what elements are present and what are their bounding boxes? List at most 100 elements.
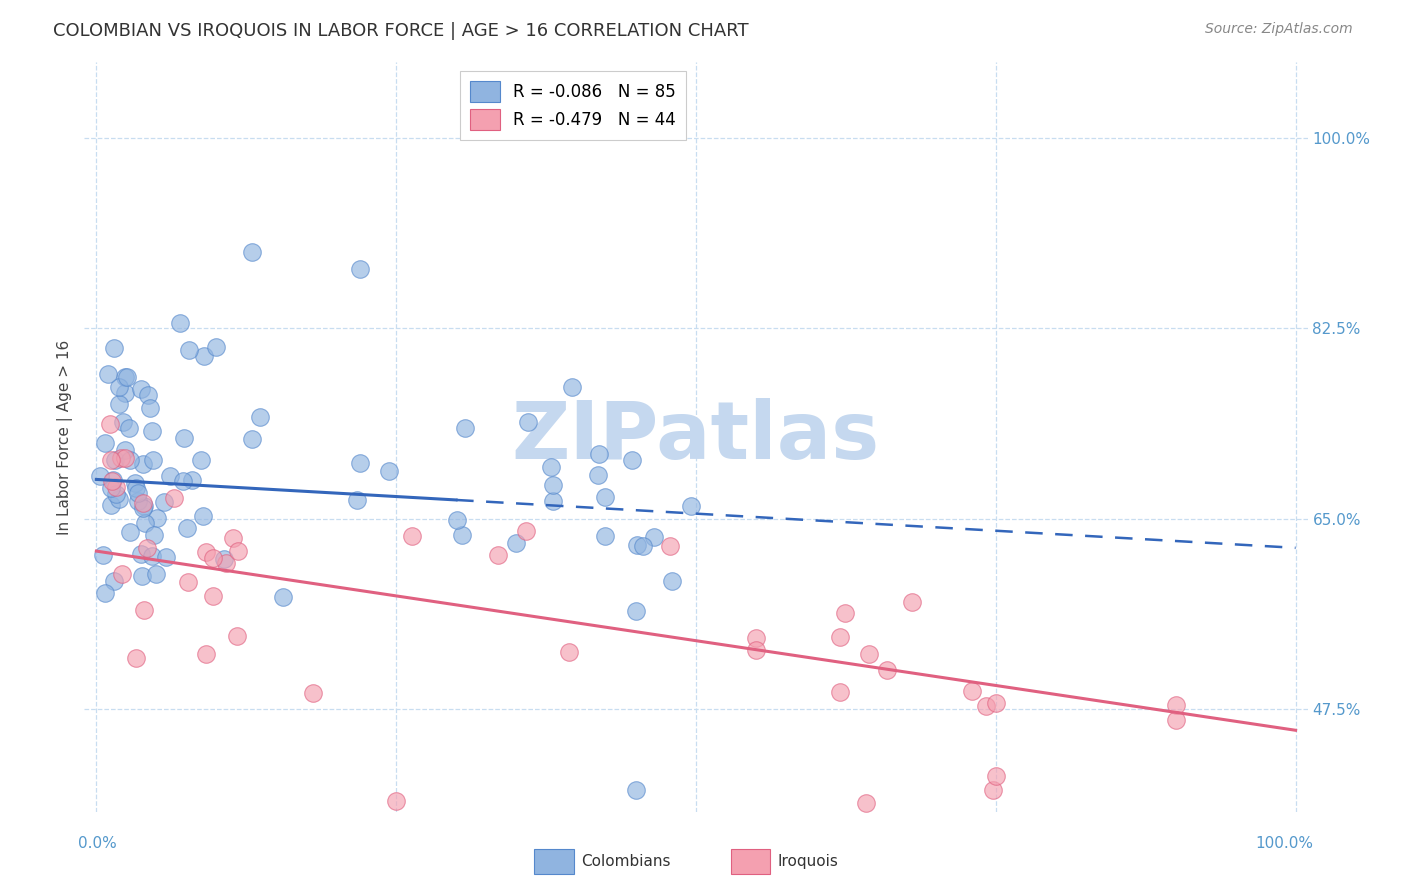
Colombians (588, 447, 610, 461)
Iroquois (98, 417, 121, 432)
Colombians (124, 475, 146, 490)
Iroquois (135, 541, 157, 556)
Colombians (205, 340, 228, 354)
Colombians (214, 552, 236, 566)
Iroquois (385, 794, 408, 808)
Colombians (540, 459, 562, 474)
Iroquois (195, 545, 218, 559)
Colombians (172, 474, 194, 488)
Colombians (190, 453, 212, 467)
Iroquois (202, 589, 225, 603)
Colombians (181, 474, 204, 488)
Iroquois (960, 683, 983, 698)
Iroquois (401, 529, 423, 543)
Text: ZIPatlas: ZIPatlas (512, 398, 880, 476)
Colombians (349, 261, 371, 276)
Colombians (100, 481, 122, 495)
Iroquois (125, 650, 148, 665)
Iroquois (110, 450, 132, 465)
Colombians (541, 478, 564, 492)
Text: 0.0%: 0.0% (79, 836, 117, 851)
Colombians (114, 370, 136, 384)
Iroquois (226, 544, 249, 558)
Iroquois (984, 696, 1007, 710)
Colombians (624, 604, 647, 618)
Colombians (101, 473, 124, 487)
Iroquois (974, 698, 997, 713)
Colombians (346, 493, 368, 508)
Iroquois (201, 550, 224, 565)
Colombians (100, 499, 122, 513)
Colombians (593, 490, 616, 504)
Colombians (114, 442, 136, 457)
Colombians (132, 499, 155, 513)
Colombians (131, 457, 153, 471)
Colombians (141, 424, 163, 438)
Colombians (112, 415, 135, 429)
Iroquois (1164, 698, 1187, 713)
Colombians (108, 491, 131, 506)
Iroquois (828, 685, 851, 699)
Iroquois (834, 606, 856, 620)
Iroquois (745, 643, 768, 657)
Text: Source: ZipAtlas.com: Source: ZipAtlas.com (1205, 22, 1353, 37)
Colombians (127, 486, 149, 500)
Colombians (118, 453, 141, 467)
Colombians (561, 380, 583, 394)
Colombians (94, 436, 117, 450)
Colombians (593, 529, 616, 543)
Colombians (132, 501, 155, 516)
Iroquois (105, 480, 128, 494)
Colombians (681, 500, 703, 514)
Colombians (249, 410, 271, 425)
Colombians (97, 368, 120, 382)
Iroquois (855, 796, 877, 810)
Colombians (103, 341, 125, 355)
Colombians (153, 495, 176, 509)
Colombians (661, 574, 683, 589)
Colombians (136, 388, 159, 402)
Colombians (240, 432, 263, 446)
Colombians (377, 464, 399, 478)
Colombians (626, 538, 648, 552)
Colombians (134, 516, 156, 531)
Colombians (146, 511, 169, 525)
Colombians (177, 343, 200, 357)
Colombians (118, 421, 141, 435)
Text: COLOMBIAN VS IROQUOIS IN LABOR FORCE | AGE > 16 CORRELATION CHART: COLOMBIAN VS IROQUOIS IN LABOR FORCE | A… (53, 22, 749, 40)
Iroquois (131, 496, 153, 510)
Colombians (131, 382, 153, 396)
Colombians (517, 415, 540, 429)
Iroquois (1164, 713, 1187, 727)
Colombians (193, 349, 215, 363)
Iroquois (163, 491, 186, 505)
Iroquois (225, 629, 247, 643)
Colombians (193, 508, 215, 523)
Iroquois (111, 567, 134, 582)
Colombians (108, 397, 131, 411)
Colombians (89, 469, 111, 483)
Colombians (120, 524, 142, 539)
Colombians (94, 585, 117, 599)
Iroquois (658, 539, 681, 553)
Text: 100.0%: 100.0% (1256, 836, 1313, 851)
Iroquois (745, 631, 768, 645)
Colombians (103, 574, 125, 589)
Colombians (141, 549, 163, 563)
Colombians (139, 401, 162, 415)
Colombians (631, 539, 654, 553)
Colombians (104, 487, 127, 501)
Text: Iroquois: Iroquois (778, 855, 838, 869)
Colombians (115, 370, 138, 384)
Text: Colombians: Colombians (581, 855, 671, 869)
Colombians (125, 481, 148, 495)
Colombians (145, 566, 167, 581)
Y-axis label: In Labor Force | Age > 16: In Labor Force | Age > 16 (58, 340, 73, 534)
Colombians (159, 469, 181, 483)
Colombians (127, 493, 149, 508)
Colombians (142, 452, 165, 467)
Iroquois (984, 769, 1007, 783)
Iroquois (132, 603, 155, 617)
Colombians (349, 456, 371, 470)
Colombians (273, 591, 295, 605)
